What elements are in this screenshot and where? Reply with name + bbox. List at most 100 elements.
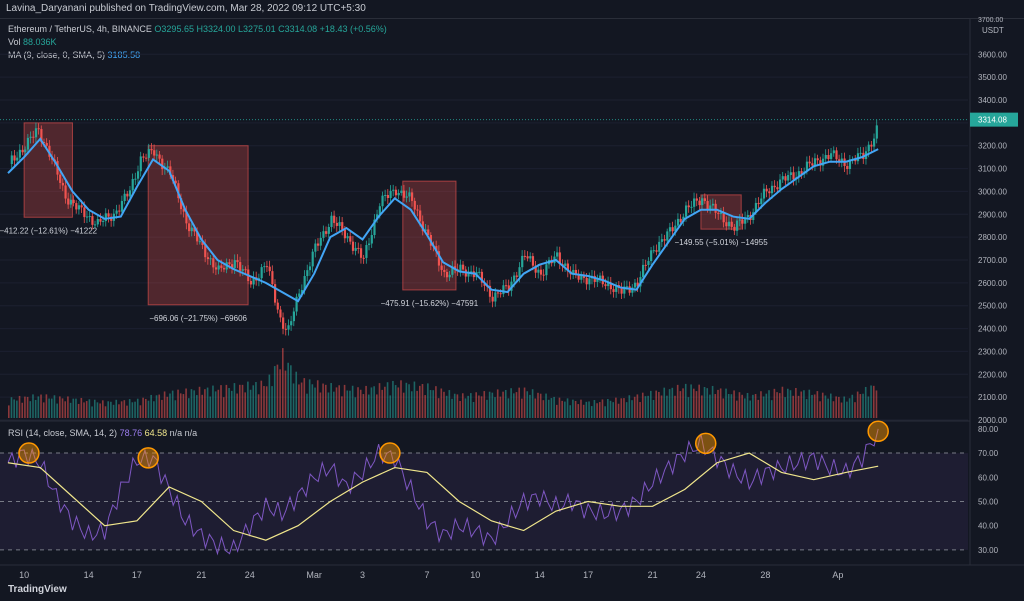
rsi-tick-label: 80.00 (978, 425, 999, 434)
time-tick-label: 3 (360, 570, 365, 580)
candle-body (333, 215, 336, 223)
candle-body (233, 260, 236, 269)
candle-body (835, 150, 838, 160)
volume-bar (461, 393, 464, 418)
volume-bar (574, 400, 577, 418)
candle-body (518, 267, 521, 277)
rsi-peak-marker (867, 420, 889, 443)
rsi-ma-value: 64.58 (144, 428, 168, 438)
candle-body (437, 251, 441, 266)
volume-bar (115, 399, 118, 418)
volume-bar (757, 399, 760, 418)
price-unit-label: USDT (982, 26, 1004, 35)
volume-bar (287, 362, 289, 418)
candle-body (655, 250, 658, 252)
candle-body (725, 222, 728, 227)
candle-body (85, 216, 89, 218)
candle-body (499, 293, 502, 295)
price-tick-label: 2400.00 (978, 325, 1007, 334)
volume-bar (386, 382, 389, 418)
volume-bar (472, 402, 475, 418)
candle-body (462, 264, 465, 270)
candle-body (77, 205, 81, 210)
volume-bar (8, 405, 10, 418)
volume-bar (741, 394, 743, 418)
volume-bar (112, 404, 115, 418)
candle-body (273, 284, 277, 303)
candle-body (593, 275, 596, 282)
volume-bar (727, 393, 730, 418)
candle-body (373, 219, 376, 236)
candle-body (776, 187, 779, 190)
price-tick-label: 2900.00 (978, 210, 1007, 219)
candle-body (730, 221, 733, 227)
candle-body (502, 285, 505, 295)
candle-body (351, 241, 355, 251)
volume-bar (792, 395, 794, 418)
candle-body (16, 157, 19, 161)
volume-bar (682, 388, 684, 418)
candle-body (413, 200, 416, 210)
volume-bar (480, 396, 483, 418)
volume-bar (67, 396, 69, 418)
volume-bar (795, 387, 797, 418)
candle-body (222, 267, 226, 270)
rsi-value: 78.76 (119, 428, 143, 438)
volume-bar (617, 403, 620, 418)
volume-bar (413, 381, 416, 418)
rsi-tick-label: 70.00 (978, 449, 999, 458)
volume-bar (679, 391, 682, 418)
candle-body (26, 137, 30, 150)
volume-bar (107, 401, 109, 418)
rsi-peak-marker (694, 432, 717, 455)
publisher-text: Lavina_Daryanani published on TradingVie… (6, 3, 366, 14)
volume-bar (676, 384, 679, 418)
volume-bar (161, 399, 163, 418)
candle-body (214, 267, 218, 270)
volume-bar (163, 391, 166, 418)
candle-body (505, 285, 508, 287)
volume-bar (247, 381, 249, 418)
volume-bar (236, 393, 238, 418)
candle-body (295, 296, 298, 312)
volume-bar (625, 402, 628, 418)
rsi-tick-label: 40.00 (978, 522, 999, 531)
candle-body (488, 285, 492, 297)
volume-bar (719, 388, 722, 418)
symbol-name[interactable]: Ethereum / TetherUS, 4h, BINANCE (8, 24, 152, 34)
volume-bar (443, 391, 445, 418)
candle-body (104, 213, 107, 222)
volume-bar (596, 403, 598, 418)
volume-bar (50, 398, 53, 418)
time-tick-label: 17 (583, 570, 593, 580)
volume-bar (233, 383, 236, 418)
candle-body (773, 185, 776, 188)
volume-bar (725, 388, 727, 418)
volume-bar (330, 383, 332, 418)
time-tick-label: 10 (19, 570, 29, 580)
candle-body (779, 179, 782, 190)
volume-bar (48, 398, 50, 418)
volume-bar (327, 392, 330, 418)
volume-bar (504, 389, 507, 418)
volume-bar (402, 392, 405, 418)
volume-bar (633, 396, 636, 418)
volume-bar (838, 396, 840, 418)
price-tick-label: 2600.00 (978, 279, 1007, 288)
volume-bar (824, 395, 827, 418)
volume-bar (284, 370, 287, 418)
candle-body (666, 231, 669, 241)
volume-bar (91, 406, 93, 418)
volume-bar (840, 402, 843, 418)
candle-body (582, 275, 586, 278)
volume-bar (120, 401, 123, 418)
ohlc-high: H3324.00 (196, 24, 236, 34)
candle-body (824, 155, 827, 159)
volume-bar (118, 404, 120, 418)
candle-body (421, 221, 424, 232)
volume-bar (733, 390, 735, 418)
candle-body (650, 250, 653, 262)
volume-bar (99, 403, 101, 418)
volume-bar (338, 385, 341, 418)
